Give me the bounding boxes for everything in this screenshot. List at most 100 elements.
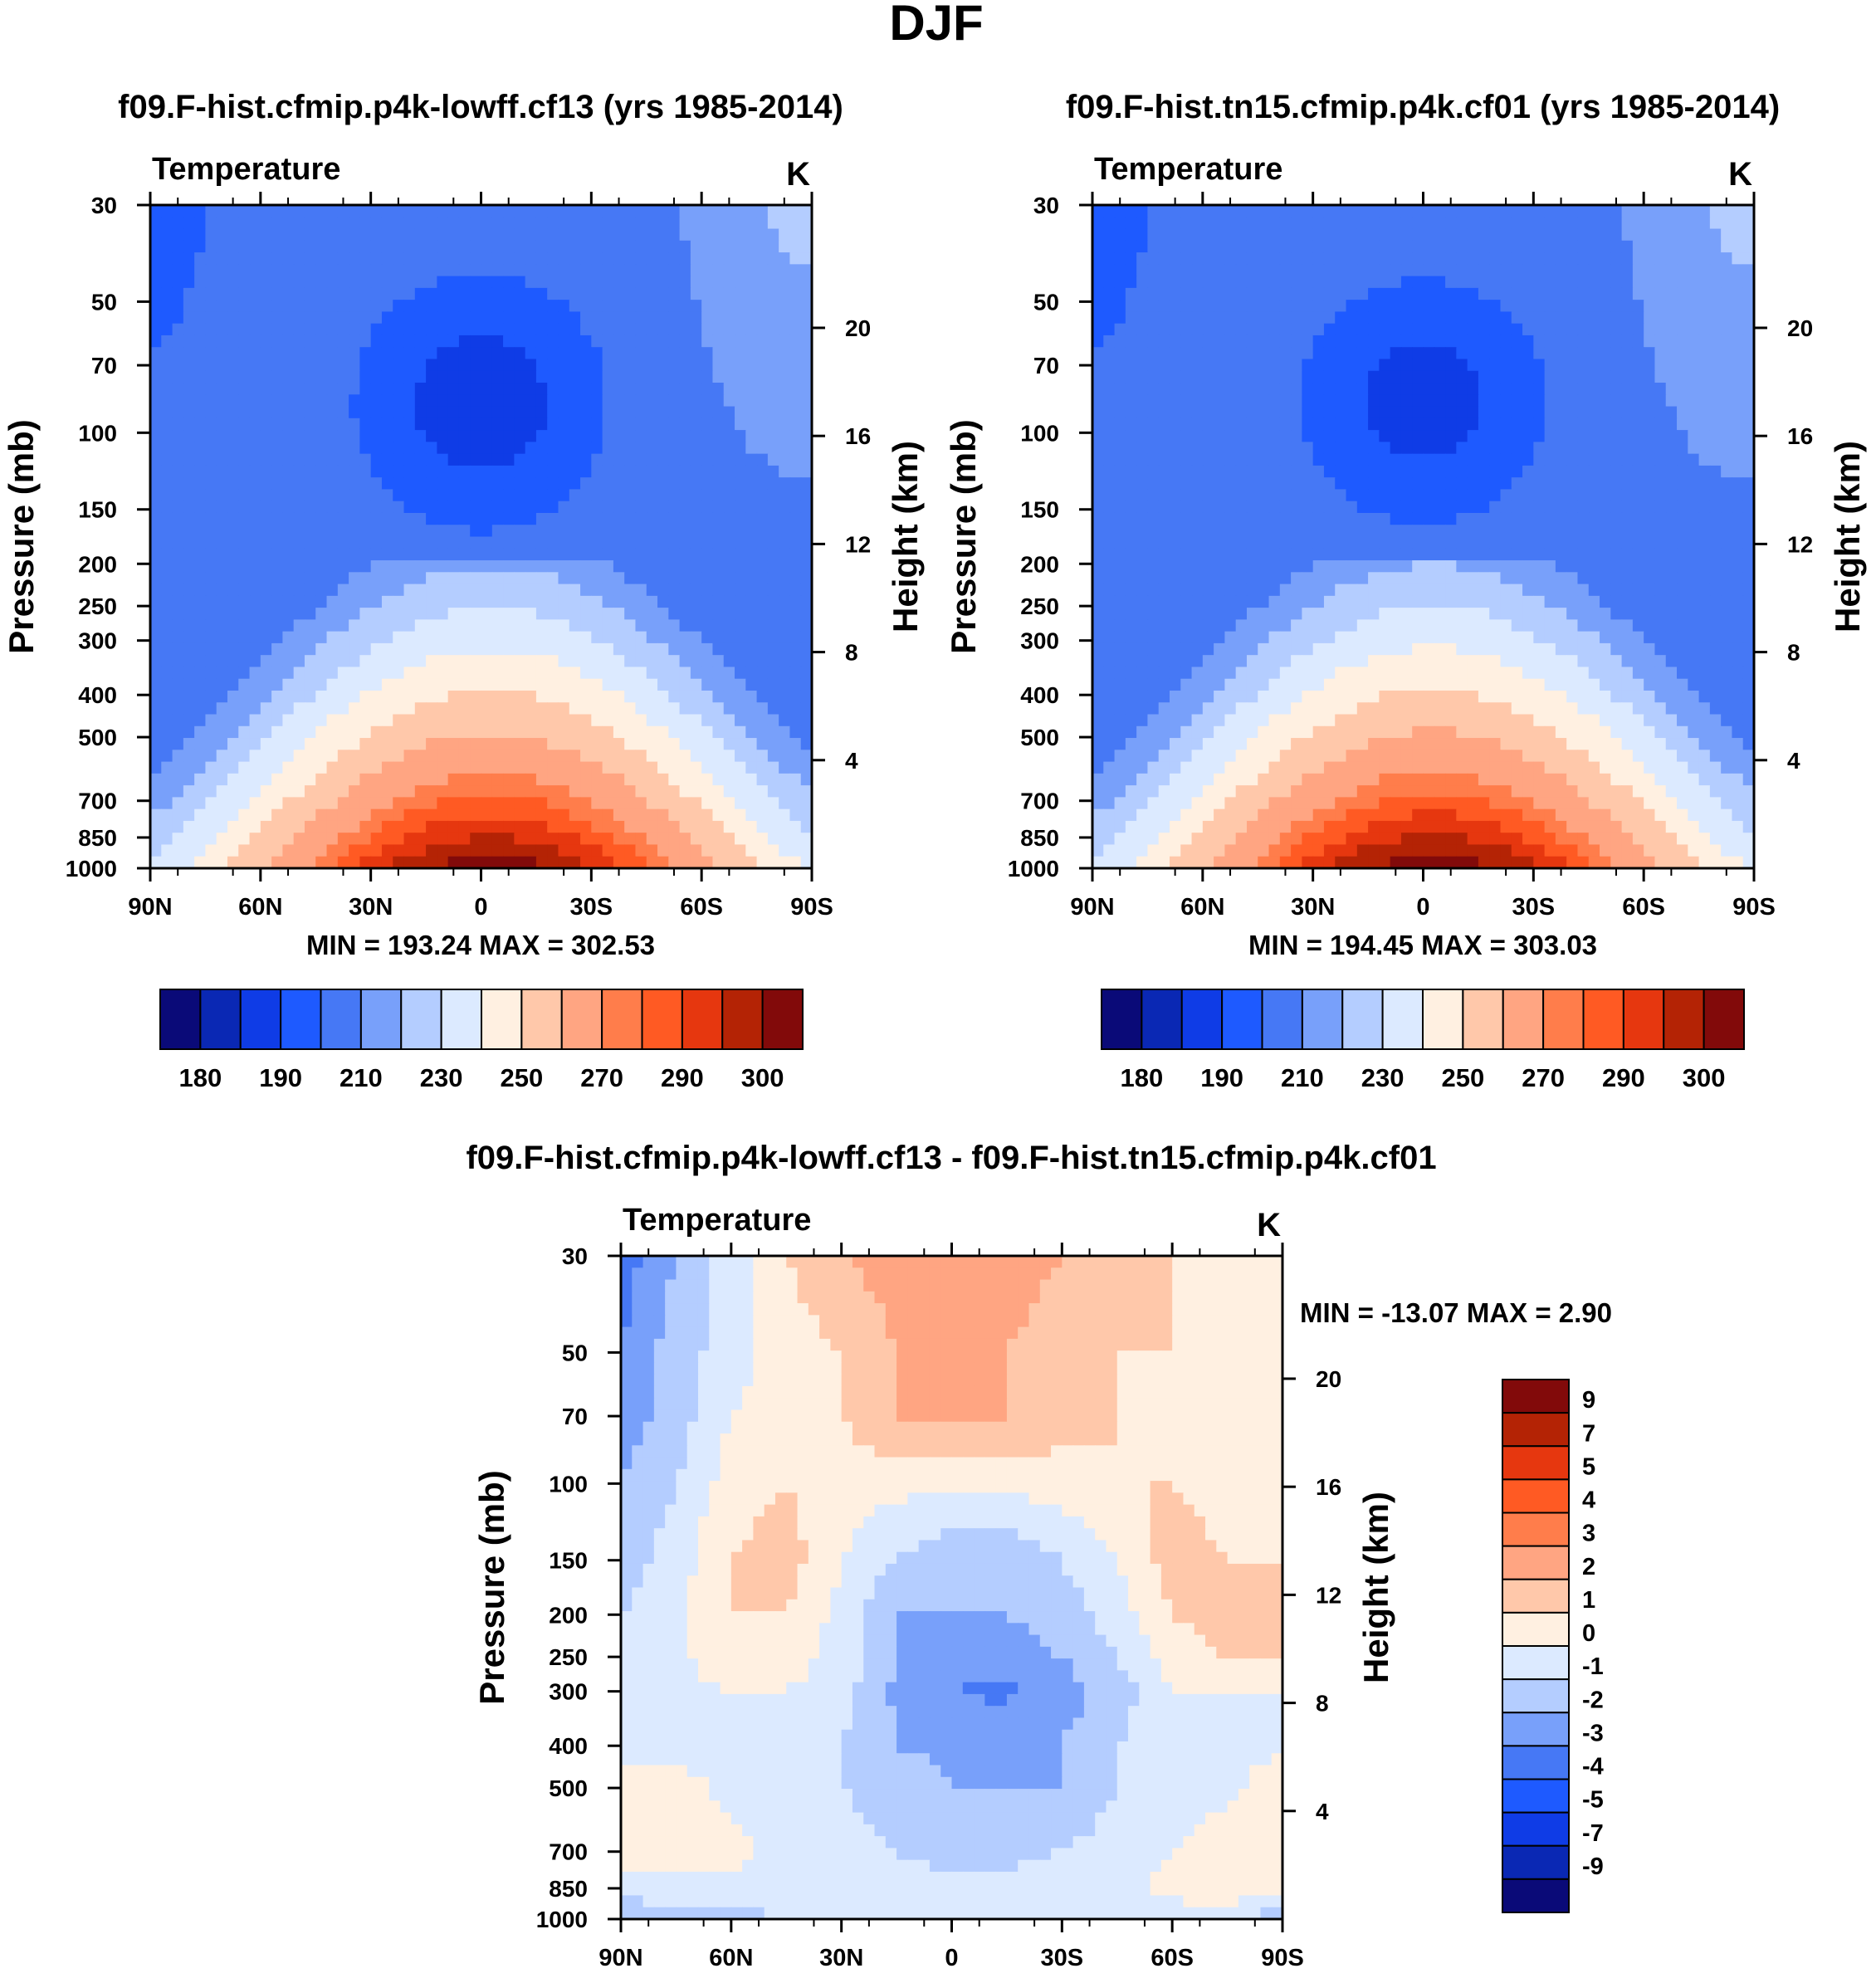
field-cell [491,205,504,217]
field-cell [800,217,813,230]
field-cell [447,619,460,632]
field-cell [503,323,515,336]
field-cell [756,797,769,810]
field-cell [260,359,272,372]
field-cell [1169,264,1181,277]
field-cell [216,359,228,372]
field-cell [216,797,228,810]
field-cell [547,525,559,538]
field-cell [547,856,559,869]
field-cell [1180,359,1193,372]
field-cell [260,785,272,798]
field-cell [1654,205,1667,217]
field-cell [1147,394,1160,408]
field-cell [779,572,791,585]
field-cell [326,584,339,597]
right-variable-label: Temperature [1094,152,1282,187]
field-cell [447,725,460,739]
field-cell [789,761,802,774]
field-cell [657,856,669,869]
field-cell [458,276,471,289]
field-cell [547,359,559,372]
field-cell [491,394,504,408]
field-cell [1732,287,1744,300]
field-cell [701,477,714,491]
field-cell [779,477,791,491]
field-cell [1610,240,1623,253]
field-cell [194,560,207,573]
field-cell [1456,240,1468,253]
field-cell [458,725,471,739]
field-cell [1709,383,1722,395]
field-cell [458,738,471,750]
field-cell [569,264,581,277]
field-cell [613,347,625,360]
field-cell [205,418,217,431]
field-cell [1291,335,1302,348]
field-cell [458,347,471,360]
field-cell [1555,383,1567,395]
field-cell [1478,217,1490,230]
field-cell [326,560,339,573]
field-cell [437,690,449,703]
field-cell [1478,240,1490,253]
field-cell [789,844,802,857]
field-cell [426,820,437,833]
field-cell [503,667,515,680]
field-cell [1235,383,1248,395]
field-cell [1522,323,1534,336]
field-cell [767,442,779,455]
field-cell [393,797,405,810]
field-cell [1688,477,1700,491]
field-cell [646,228,658,242]
field-cell [172,335,184,348]
field-cell [249,820,261,833]
field-cell [602,608,614,620]
field-cell [1390,394,1402,408]
field-cell [503,714,515,727]
field-cell [1732,276,1744,289]
field-cell [712,608,725,620]
field-cell [238,359,251,372]
field-cell [657,287,669,300]
field-cell [227,406,239,419]
field-cell [1732,418,1744,431]
field-cell [613,525,625,538]
field-cell [690,714,702,727]
field-cell [657,347,669,360]
field-cell [481,276,493,289]
y-tick-label: 50 [91,289,117,315]
field-cell [525,642,537,656]
field-cell [1677,418,1688,431]
field-cell [1180,394,1193,408]
field-cell [337,489,349,502]
field-cell [1368,300,1380,313]
field-cell [238,240,251,253]
field-cell [260,477,272,491]
field-cell [745,501,758,514]
field-cell [657,477,669,491]
field-cell [161,785,173,798]
field-cell [1478,477,1490,491]
field-cell [767,833,779,846]
field-cell [1136,370,1149,383]
field-cell [1412,465,1424,478]
field-cell [712,690,725,703]
field-cell [602,347,614,360]
field-cell [690,335,702,348]
field-cell [1544,418,1556,431]
field-cell [735,477,746,491]
field-cell [481,773,493,786]
field-cell [1092,501,1104,514]
field-cell [1335,370,1347,383]
field-cell [525,252,537,265]
field-cell [1632,477,1644,491]
field-cell [569,690,581,703]
field-cell [580,418,592,431]
field-cell [1500,370,1512,383]
field-cell [635,430,647,442]
field-cell [260,833,272,846]
field-cell [205,833,217,846]
field-cell [723,536,735,549]
field-cell [238,608,251,620]
